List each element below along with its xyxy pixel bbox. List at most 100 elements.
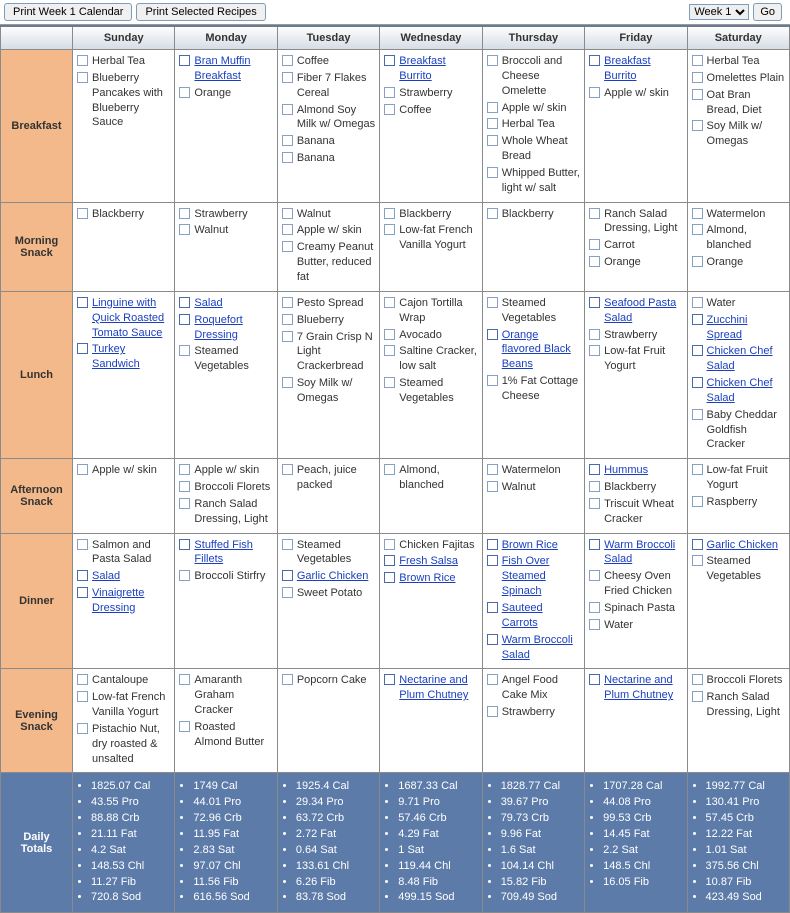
meal-item-checkbox[interactable] [692, 377, 703, 388]
meal-item-link[interactable]: Salad [92, 569, 170, 584]
meal-item-checkbox[interactable] [692, 409, 703, 420]
meal-item-checkbox[interactable] [384, 297, 395, 308]
meal-item-checkbox[interactable] [692, 224, 703, 235]
meal-item-checkbox[interactable] [282, 104, 293, 115]
meal-item-checkbox[interactable] [692, 208, 703, 219]
meal-item-link[interactable]: Nectarine and Plum Chutney [399, 673, 477, 703]
meal-item-checkbox[interactable] [589, 481, 600, 492]
meal-item-checkbox[interactable] [179, 224, 190, 235]
meal-item-link[interactable]: Turkey Sandwich [92, 342, 170, 372]
meal-item-checkbox[interactable] [487, 297, 498, 308]
meal-item-checkbox[interactable] [487, 539, 498, 550]
meal-item-link[interactable]: Hummus [604, 463, 682, 478]
meal-item-checkbox[interactable] [487, 706, 498, 717]
meal-item-link[interactable]: Fresh Salsa [399, 554, 477, 569]
meal-item-checkbox[interactable] [692, 256, 703, 267]
meal-item-checkbox[interactable] [487, 481, 498, 492]
meal-item-link[interactable]: Vinaigrette Dressing [92, 586, 170, 616]
meal-item-checkbox[interactable] [384, 555, 395, 566]
meal-item-checkbox[interactable] [179, 498, 190, 509]
meal-item-checkbox[interactable] [179, 674, 190, 685]
meal-item-checkbox[interactable] [692, 496, 703, 507]
meal-item-checkbox[interactable] [589, 329, 600, 340]
meal-item-checkbox[interactable] [589, 256, 600, 267]
print-week-button[interactable]: Print Week 1 Calendar [4, 3, 132, 21]
meal-item-link[interactable]: Garlic Chicken [707, 538, 785, 553]
meal-item-checkbox[interactable] [282, 539, 293, 550]
meal-item-checkbox[interactable] [384, 104, 395, 115]
meal-item-checkbox[interactable] [384, 572, 395, 583]
meal-item-checkbox[interactable] [487, 135, 498, 146]
meal-item-checkbox[interactable] [179, 721, 190, 732]
meal-item-checkbox[interactable] [179, 539, 190, 550]
meal-item-checkbox[interactable] [384, 674, 395, 685]
meal-item-checkbox[interactable] [692, 120, 703, 131]
meal-item-checkbox[interactable] [692, 539, 703, 550]
meal-item-checkbox[interactable] [77, 674, 88, 685]
meal-item-checkbox[interactable] [179, 208, 190, 219]
meal-item-link[interactable]: Linguine with Quick Roasted Tomato Sauce [92, 296, 170, 341]
meal-item-checkbox[interactable] [589, 239, 600, 250]
meal-item-checkbox[interactable] [487, 674, 498, 685]
meal-item-link[interactable]: Sauteed Carrots [502, 601, 580, 631]
meal-item-checkbox[interactable] [282, 55, 293, 66]
meal-item-checkbox[interactable] [384, 329, 395, 340]
meal-item-checkbox[interactable] [179, 87, 190, 98]
meal-item-checkbox[interactable] [692, 674, 703, 685]
meal-item-link[interactable]: Chicken Chef Salad [707, 376, 785, 406]
meal-item-link[interactable]: Brown Rice [399, 571, 477, 586]
meal-item-link[interactable]: Fish Over Steamed Spinach [502, 554, 580, 599]
meal-item-checkbox[interactable] [282, 72, 293, 83]
meal-item-checkbox[interactable] [384, 377, 395, 388]
meal-item-checkbox[interactable] [77, 208, 88, 219]
meal-item-checkbox[interactable] [77, 723, 88, 734]
meal-item-checkbox[interactable] [282, 674, 293, 685]
meal-item-checkbox[interactable] [487, 102, 498, 113]
meal-item-checkbox[interactable] [282, 331, 293, 342]
meal-item-checkbox[interactable] [77, 539, 88, 550]
meal-item-checkbox[interactable] [282, 135, 293, 146]
meal-item-checkbox[interactable] [282, 152, 293, 163]
meal-item-checkbox[interactable] [77, 464, 88, 475]
meal-item-link[interactable]: Stuffed Fish Fillets [194, 538, 272, 568]
meal-item-checkbox[interactable] [589, 539, 600, 550]
meal-item-checkbox[interactable] [487, 55, 498, 66]
meal-item-link[interactable]: Seafood Pasta Salad [604, 296, 682, 326]
meal-item-checkbox[interactable] [179, 297, 190, 308]
meal-item-checkbox[interactable] [282, 464, 293, 475]
meal-item-checkbox[interactable] [589, 87, 600, 98]
meal-item-checkbox[interactable] [384, 224, 395, 235]
meal-item-checkbox[interactable] [179, 345, 190, 356]
meal-item-checkbox[interactable] [589, 619, 600, 630]
meal-item-checkbox[interactable] [692, 297, 703, 308]
meal-item-checkbox[interactable] [282, 241, 293, 252]
meal-item-checkbox[interactable] [692, 464, 703, 475]
meal-item-checkbox[interactable] [692, 314, 703, 325]
meal-item-link[interactable]: Warm Broccoli Salad [604, 538, 682, 568]
meal-item-checkbox[interactable] [282, 297, 293, 308]
meal-item-link[interactable]: Zucchini Spread [707, 313, 785, 343]
meal-item-checkbox[interactable] [692, 691, 703, 702]
meal-item-checkbox[interactable] [77, 570, 88, 581]
meal-item-link[interactable]: Brown Rice [502, 538, 580, 553]
meal-item-checkbox[interactable] [282, 208, 293, 219]
meal-item-checkbox[interactable] [384, 464, 395, 475]
meal-item-checkbox[interactable] [77, 587, 88, 598]
meal-item-checkbox[interactable] [77, 72, 88, 83]
meal-item-checkbox[interactable] [589, 498, 600, 509]
meal-item-checkbox[interactable] [589, 570, 600, 581]
meal-item-checkbox[interactable] [487, 167, 498, 178]
meal-item-link[interactable]: Garlic Chicken [297, 569, 375, 584]
meal-item-checkbox[interactable] [589, 55, 600, 66]
meal-item-checkbox[interactable] [384, 87, 395, 98]
week-select[interactable]: Week 1 [689, 4, 749, 20]
meal-item-checkbox[interactable] [384, 539, 395, 550]
meal-item-checkbox[interactable] [487, 375, 498, 386]
meal-item-checkbox[interactable] [487, 555, 498, 566]
meal-item-checkbox[interactable] [384, 345, 395, 356]
meal-item-checkbox[interactable] [692, 89, 703, 100]
meal-item-checkbox[interactable] [77, 55, 88, 66]
meal-item-checkbox[interactable] [282, 314, 293, 325]
meal-item-checkbox[interactable] [282, 570, 293, 581]
meal-item-link[interactable]: Nectarine and Plum Chutney [604, 673, 682, 703]
